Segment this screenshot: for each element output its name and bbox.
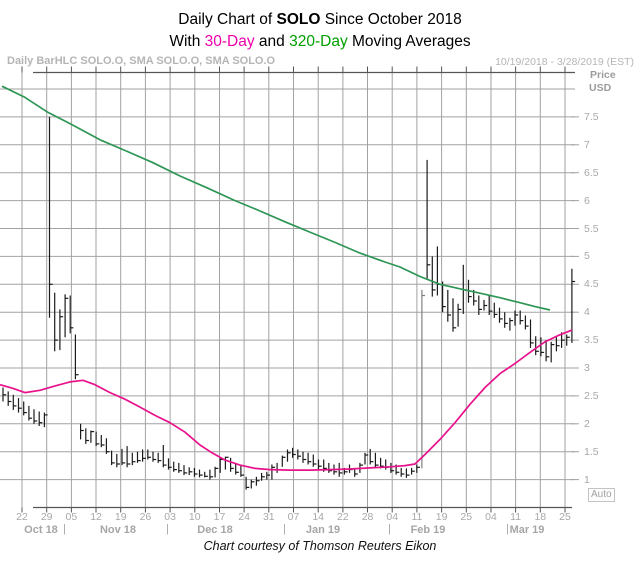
chart-title-line1: Daily Chart of SOLO Since October 2018 <box>0 11 640 29</box>
date-range-text: 10/19/2018 - 3/28/2019 (EST) <box>495 56 634 68</box>
chart-legend-strip: Daily BarHLC SOLO.O, SMA SOLO.O, SMA SOL… <box>0 55 640 69</box>
auto-scale-button[interactable]: Auto <box>588 488 615 502</box>
chart-title-line2: With 30-Day and 320-Day Moving Averages <box>0 33 640 51</box>
title-suffix: Since October 2018 <box>320 11 462 28</box>
title-symbol: SOLO <box>276 11 321 28</box>
series-legend-text: Daily BarHLC SOLO.O, SMA SOLO.O, SMA SOL… <box>7 55 276 67</box>
ma320-label: 320-Day <box>289 33 348 50</box>
chart-attribution: Chart courtesy of Thomson Reuters Eikon <box>203 539 437 553</box>
ma30-label: 30-Day <box>204 33 255 50</box>
title-line2-and: and <box>254 33 290 50</box>
title-line2-suffix: Moving Averages <box>347 33 471 50</box>
title-prefix: Daily Chart of <box>178 11 277 28</box>
title-line2-prefix: With <box>169 33 205 50</box>
